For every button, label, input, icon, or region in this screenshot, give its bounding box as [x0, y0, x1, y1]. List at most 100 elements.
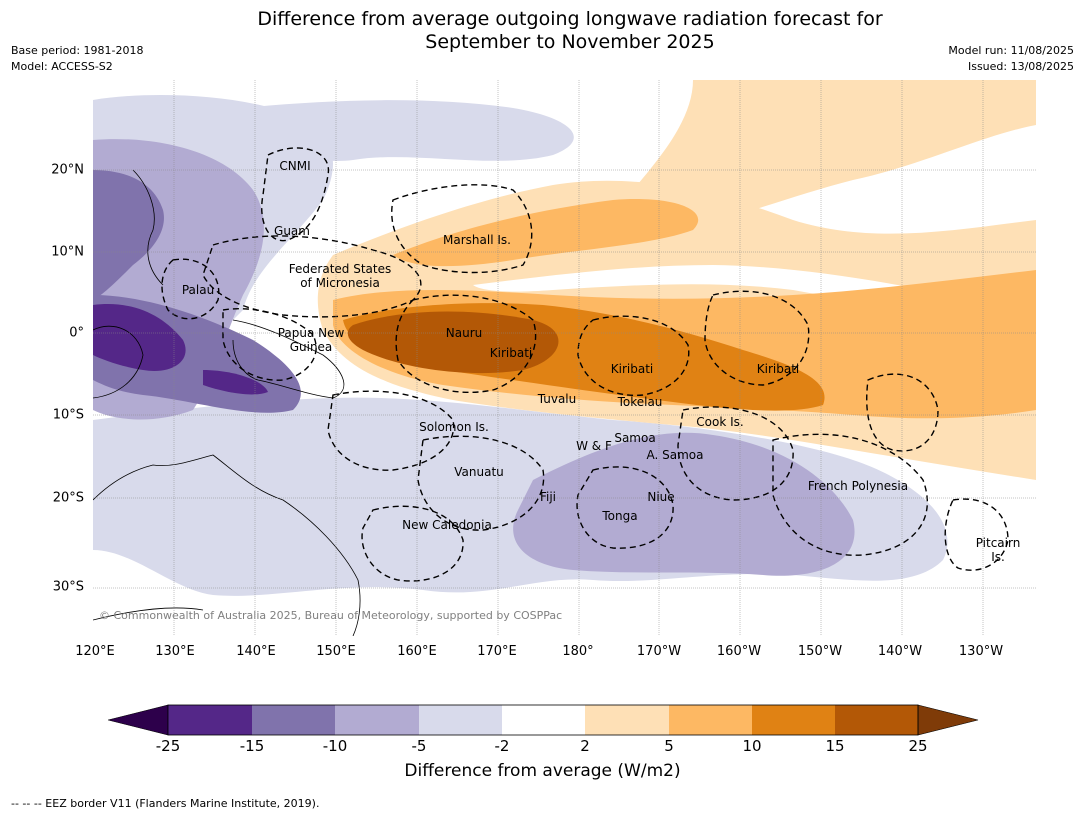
eez-pitcairn — [944, 498, 1009, 571]
lat-label-30s: 30°S — [52, 579, 84, 595]
region-label-png-line1: Papua New — [277, 326, 345, 340]
anomaly-region-dark-purple-philippines — [93, 170, 164, 300]
model-run: Model run: 11/08/2025 — [948, 44, 1074, 57]
colorbar-tick-neg10: -10 — [322, 737, 348, 755]
colorbar-bin-5-10 — [669, 705, 752, 735]
anomaly-region-deepest-orange — [347, 311, 559, 374]
eez-cnmi-guam — [261, 147, 330, 242]
colorbar-title: Difference from average (W/m2) — [404, 761, 681, 781]
chart-title: Difference from average outgoing longwav… — [0, 8, 1085, 54]
model-name: Model: ACCESS-S2 — [11, 60, 113, 73]
colorbar-tick-neg2: -2 — [494, 737, 510, 755]
eez-french-polynesia — [772, 433, 928, 556]
colorbar-outline — [167, 704, 919, 736]
anomaly-region-deepest-purple-east — [203, 370, 268, 395]
title-line-1: Difference from average outgoing longwav… — [257, 8, 883, 30]
colorbar-bin-10-15 — [752, 705, 835, 735]
anomaly-region-deepest-purple — [93, 304, 186, 371]
region-label-palau: Palau — [181, 283, 215, 297]
coastline-philippines — [132, 169, 164, 286]
eez-footnote: -- -- -- EEZ border V11 (Flanders Marine… — [11, 797, 320, 810]
region-label-kiribati-west: Kiribati — [489, 346, 533, 360]
lon-label-130e: 130°E — [155, 644, 195, 659]
lon-label-130w: 130°W — [958, 644, 1004, 659]
lat-label-0: 0° — [69, 325, 84, 341]
eez-palau — [161, 258, 220, 320]
region-label-cnmi: CNMI — [279, 159, 311, 173]
region-label-cook: Cook Is. — [696, 415, 744, 429]
colorbar-bin-neg15-neg10 — [252, 705, 335, 735]
region-label-new-caledonia: New Caledonia — [402, 518, 492, 532]
lat-label-10s: 10°S — [52, 407, 84, 423]
colorbar-tick-2: 2 — [580, 737, 590, 755]
region-label-marshall: Marshall Is. — [443, 233, 511, 247]
colorbar-tick-neg15: -15 — [239, 737, 265, 755]
grid-lines — [93, 80, 1036, 636]
eez-vanuatu-fiji — [417, 435, 545, 531]
meta-right: Model run: 11/08/2025 Issued: 13/08/2025 — [948, 43, 1074, 75]
lon-label-160e: 160°E — [397, 644, 437, 659]
lat-label-20s: 20°S — [52, 490, 84, 506]
region-label-wf: W & F — [576, 439, 612, 453]
lon-label-170e: 170°E — [477, 644, 517, 659]
colorbar-extend-high — [917, 704, 979, 736]
region-label-pitcairn-line2: Is. — [991, 550, 1005, 564]
map-canvas — [93, 80, 1036, 636]
lat-label-10n: 10°N — [51, 244, 84, 260]
title-line-2: September to November 2025 — [425, 31, 715, 53]
base-period: Base period: 1981-2018 — [11, 44, 144, 57]
colorbar-tick-neg5: -5 — [411, 737, 427, 755]
region-label-nauru: Nauru — [445, 326, 483, 340]
issued-date: Issued: 13/08/2025 — [967, 60, 1074, 73]
colorbar-tick-5: 5 — [664, 737, 674, 755]
colorbar-bin-neg25-neg15 — [168, 705, 252, 735]
region-label-niue: Niue — [647, 490, 675, 504]
region-label-a-samoa: A. Samoa — [646, 448, 704, 462]
region-label-vanuatu: Vanuatu — [454, 465, 504, 479]
region-label-french-polynesia: French Polynesia — [807, 479, 909, 493]
region-label-pitcairn: Pitcairn Is. — [976, 536, 1021, 564]
region-label-fsm-line1: Federated States — [288, 262, 392, 276]
region-label-png-line2: Guinea — [289, 340, 333, 354]
lon-label-180: 180° — [562, 644, 594, 659]
lon-label-140w: 140°W — [877, 644, 923, 659]
lon-label-160w: 160°W — [716, 644, 762, 659]
eez-french-polynesia-east — [866, 373, 939, 452]
colorbar — [108, 704, 979, 736]
eez-kiribati-west — [395, 294, 537, 394]
region-label-samoa: Samoa — [614, 431, 656, 445]
region-label-kiribati-central: Kiribati — [610, 362, 654, 376]
eez-new-caledonia — [361, 505, 464, 582]
region-label-png: Papua New Guinea — [278, 326, 345, 354]
colorbar-tick-15: 15 — [825, 737, 845, 755]
coastline-australia — [93, 454, 361, 636]
region-label-solomon: Solomon Is. — [419, 420, 489, 434]
colorbar-bin-neg5-neg2 — [419, 705, 502, 735]
eez-cook — [677, 406, 794, 501]
colorbar-bin-15-25 — [835, 705, 918, 735]
region-label-fsm-line2: of Micronesia — [300, 276, 380, 290]
coastline-borneo — [93, 325, 144, 399]
colorbar-bin-2-5 — [585, 705, 669, 735]
region-label-guam: Guam — [274, 224, 310, 238]
eez-solomon — [327, 390, 455, 471]
lon-label-150w: 150°W — [797, 644, 843, 659]
colorbar-tick-neg25: -25 — [155, 737, 181, 755]
meta-left: Base period: 1981-2018 Model: ACCESS-S2 — [11, 43, 143, 75]
colorbar-bin-neg2-2 — [502, 705, 585, 735]
lon-label-120e: 120°E — [75, 644, 115, 659]
eez-kiribati-central — [577, 315, 690, 396]
region-label-pitcairn-line1: Pitcairn — [975, 536, 1021, 550]
colorbar-tick-25: 25 — [908, 737, 928, 755]
colorbar-bin-neg10-neg5 — [335, 705, 419, 735]
anomaly-region-light-purple-top — [223, 100, 574, 161]
colorbar-tick-10: 10 — [742, 737, 762, 755]
eez-tonga-niue — [576, 466, 674, 549]
anomaly-region-mid-orange-north — [393, 199, 699, 267]
region-label-kiribati-east: Kiribati — [756, 362, 800, 376]
lat-label-20n: 20°N — [51, 162, 84, 178]
lon-label-140e: 140°E — [236, 644, 276, 659]
region-label-tonga: Tonga — [602, 509, 638, 523]
lon-label-150e: 150°E — [316, 644, 356, 659]
lon-label-170w: 170°W — [636, 644, 682, 659]
